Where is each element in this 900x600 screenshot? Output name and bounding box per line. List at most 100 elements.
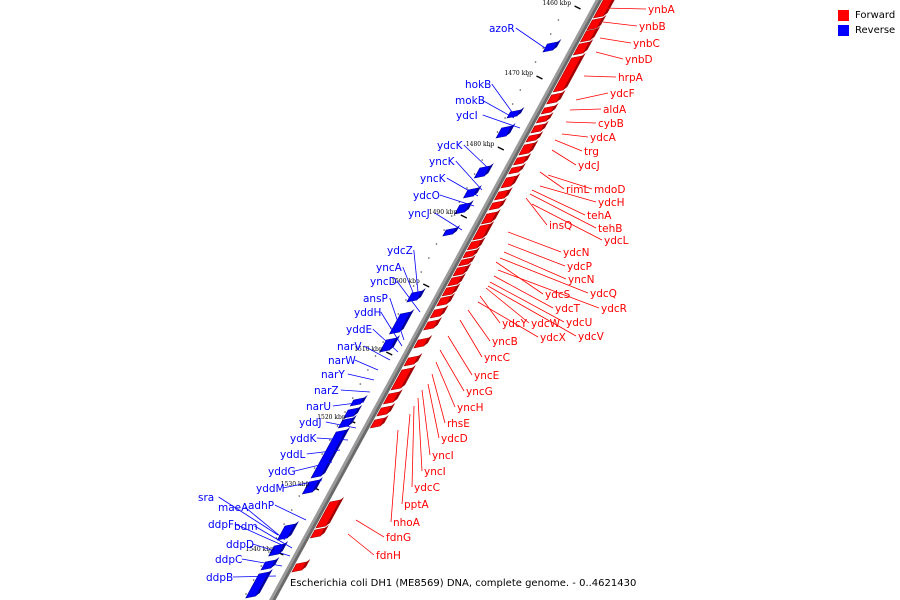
- forward-leader-line: [531, 189, 586, 216]
- axis-dot: [283, 523, 285, 525]
- forward-leader-line: [507, 243, 566, 267]
- forward-gene-label: ydcA: [590, 132, 617, 144]
- axis-dot: [374, 355, 377, 357]
- reverse-gene-glyph: [343, 405, 363, 419]
- forward-gene-label: yncC: [484, 352, 510, 364]
- reverse-leader-line: [252, 543, 291, 557]
- forward-leader-line: [427, 383, 440, 439]
- reverse-gene-label: mokB: [455, 95, 485, 107]
- reverse-leader-line: [340, 389, 371, 393]
- forward-gene-label: mdoD: [594, 184, 625, 196]
- forward-swatch: [838, 10, 849, 21]
- reverse-leader-line: [274, 504, 307, 521]
- axis-dot: [344, 411, 346, 413]
- reverse-leader-line: [306, 449, 341, 455]
- axis-dot: [450, 215, 453, 217]
- forward-gene-label: ydcV: [578, 331, 605, 343]
- forward-leader-line: [499, 257, 589, 294]
- forward-gene-label: ydcH: [598, 197, 625, 209]
- forward-leader-line: [583, 75, 617, 78]
- axis-dot: [557, 19, 560, 21]
- axis-dot: [549, 33, 552, 35]
- forward-gene-label: ydcN: [563, 247, 590, 259]
- forward-leader-line: [503, 251, 567, 280]
- reverse-leader-line: [372, 328, 399, 353]
- legend-forward-label: Forward: [855, 10, 896, 21]
- legend-forward: Forward: [838, 8, 895, 23]
- axis-dot: [382, 341, 384, 343]
- forward-leader-line: [401, 413, 411, 505]
- forward-gene-label: aldA: [603, 104, 627, 116]
- reverse-leader-line: [241, 558, 283, 567]
- forward-leader-line: [507, 231, 562, 253]
- reverse-leader-line: [232, 575, 277, 578]
- axis-dot: [435, 243, 438, 245]
- forward-leader-line: [477, 301, 539, 338]
- forward-gene-glyph: [552, 53, 586, 93]
- reverse-gene-label: ansP: [363, 293, 388, 305]
- forward-gene-label: ydcR: [601, 303, 627, 315]
- forward-leader-line: [479, 295, 501, 324]
- forward-gene-glyph: [480, 209, 501, 225]
- axis-dot: [313, 467, 316, 469]
- reverse-gene-label: yddG: [268, 466, 296, 478]
- forward-gene-glyph: [525, 131, 544, 143]
- forward-leader-line: [447, 335, 473, 376]
- forward-gene-glyph: [508, 163, 526, 175]
- forward-gene-glyph: [315, 497, 345, 529]
- forward-leader-line: [547, 174, 593, 190]
- forward-gene-glyph: [447, 273, 466, 287]
- forward-gene-label: tehB: [598, 223, 622, 235]
- forward-gene-label: ydcC: [414, 482, 440, 494]
- reverse-gene-label: yddM: [256, 483, 285, 495]
- forward-gene-label: yncI: [424, 466, 446, 478]
- reverse-leader-line: [282, 479, 323, 489]
- reverse-leader-line: [389, 297, 405, 341]
- forward-gene-label: ynbB: [639, 21, 666, 33]
- forward-gene-label: ydcD: [441, 433, 468, 445]
- forward-gene-glyph: [518, 140, 539, 156]
- kbp-tick-mark: [385, 351, 393, 356]
- reverse-gene-label: yddK: [290, 433, 318, 445]
- forward-leader-line: [439, 349, 465, 392]
- reverse-gene-label: bdm: [234, 521, 258, 533]
- forward-leader-line: [595, 51, 624, 60]
- forward-leader-line: [487, 285, 577, 337]
- chromosome-axis: [269, 0, 599, 600]
- forward-leader-line: [411, 405, 415, 488]
- reverse-gene-label: yncK: [420, 173, 447, 185]
- reverse-gene-label: sra: [198, 492, 214, 504]
- axis-dot: [336, 425, 339, 427]
- forward-gene-glyph: [441, 283, 461, 297]
- reverse-gene-glyph: [454, 200, 474, 215]
- reverse-gene-glyph: [473, 163, 494, 179]
- axis-dot: [489, 145, 491, 147]
- forward-gene-label: ydcF: [610, 88, 635, 100]
- forward-leader-line: [575, 92, 609, 101]
- reverse-leader-line: [325, 421, 357, 429]
- forward-leader-line: [497, 269, 600, 309]
- forward-leader-line: [539, 185, 597, 203]
- forward-leader-line: [459, 319, 483, 358]
- forward-gene-label: cybB: [598, 118, 624, 130]
- forward-gene-glyph: [493, 187, 513, 201]
- axis-dot: [527, 75, 529, 77]
- reverse-gene-label: azoR: [489, 23, 515, 35]
- genome-caption: Escherichia coli DH1 (ME8569) DNA, compl…: [290, 578, 637, 589]
- axis-dot: [359, 383, 362, 385]
- forward-leader-line: [539, 171, 565, 190]
- reverse-leader-line: [396, 280, 421, 313]
- reverse-gene-label: ddpD: [226, 539, 254, 551]
- forward-gene-label: pptA: [404, 499, 429, 511]
- reverse-gene-label: hokB: [465, 79, 491, 91]
- reverse-leader-line: [234, 523, 283, 546]
- forward-gene-glyph: [572, 39, 594, 56]
- axis-dot: [428, 257, 430, 259]
- forward-leader-line: [417, 397, 423, 472]
- forward-gene-glyph: [540, 103, 559, 115]
- forward-gene-glyph: [429, 305, 449, 319]
- axis-dot: [321, 453, 323, 455]
- axis-dot: [466, 187, 468, 189]
- forward-leader-line: [421, 389, 431, 456]
